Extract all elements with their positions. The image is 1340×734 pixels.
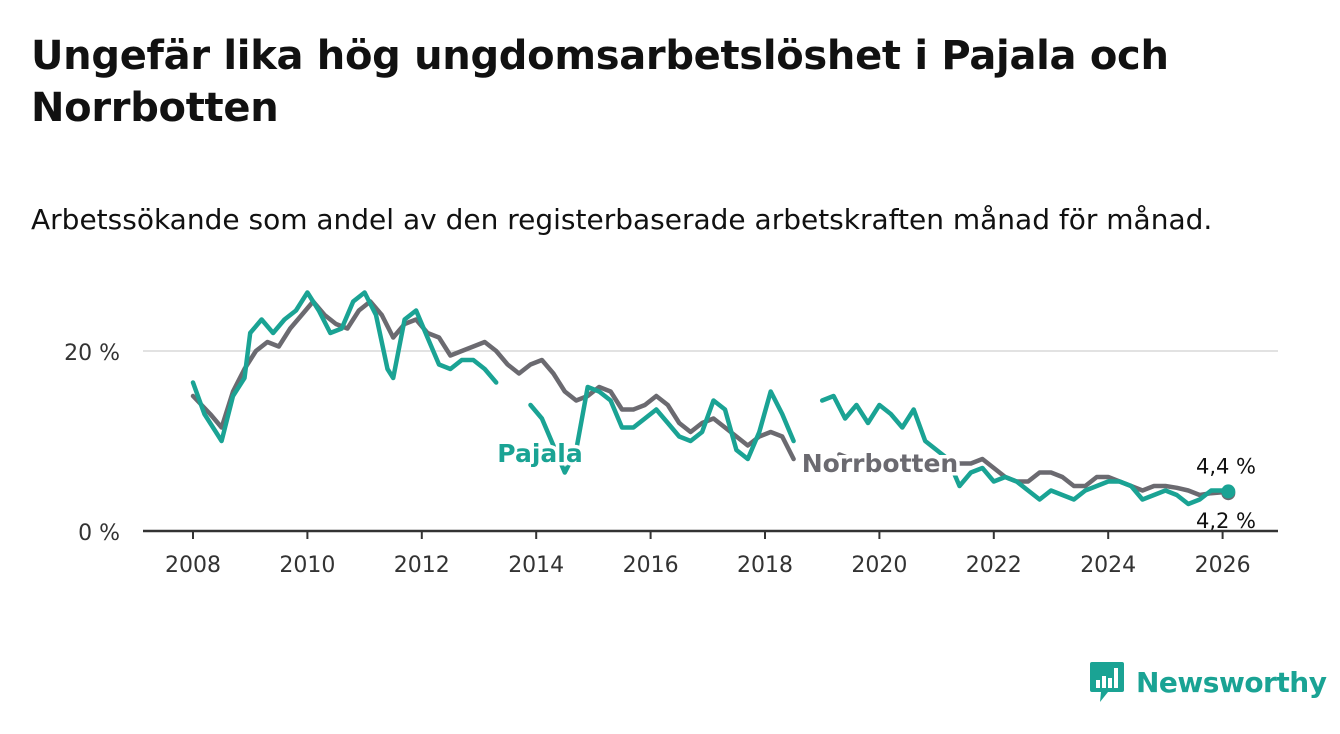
series-line-norrbotten [945, 456, 1231, 498]
series-line-pajala [819, 393, 1231, 507]
end-point-pajala [1221, 484, 1236, 499]
end-value-label-norrbotten: 4,2 % [1196, 509, 1256, 533]
brand-name: Newsworthy [1136, 665, 1327, 699]
y-tick-label: 0 % [78, 521, 120, 546]
y-tick-label: 20 % [64, 341, 120, 366]
x-tick-label: 2016 [623, 553, 679, 578]
series-lines [190, 290, 1236, 507]
x-tick-label: 2026 [1195, 553, 1251, 578]
newsworthy-logo: Newsworthy [1088, 660, 1327, 704]
series-line-pajala [190, 290, 499, 444]
series-line-pajala [528, 384, 796, 475]
series-line-norrbotten [837, 452, 854, 462]
x-tick-label: 2014 [508, 553, 564, 578]
x-tick-label: 2020 [851, 553, 907, 578]
x-tick-label: 2012 [394, 553, 450, 578]
chart-title: Ungefär lika hög ungdomsarbetslöshet i P… [31, 33, 1169, 131]
x-tick-label: 2018 [737, 553, 793, 578]
x-tick-label: 2022 [966, 553, 1022, 578]
series-line-norrbotten [190, 299, 796, 462]
x-tick-label: 2008 [165, 553, 221, 578]
end-value-label-pajala: 4,4 % [1196, 454, 1256, 478]
series-label-norrbotten: Norrbotten [802, 449, 958, 478]
series-labels: Pajala Norrbotten 4,4 % 4,2 % [494, 436, 1259, 537]
axes: 0 % 20 % 2008 2010 2012 2014 2016 2018 2020 2022 2… [64, 341, 1278, 578]
chart-subtitle: Arbetssökande som andel av den registerb… [31, 203, 1213, 236]
bar-chart-speech-icon [1090, 662, 1124, 702]
series-label-pajala: Pajala [497, 439, 582, 468]
x-tick-label: 2010 [279, 553, 335, 578]
x-tick-label: 2024 [1080, 553, 1136, 578]
